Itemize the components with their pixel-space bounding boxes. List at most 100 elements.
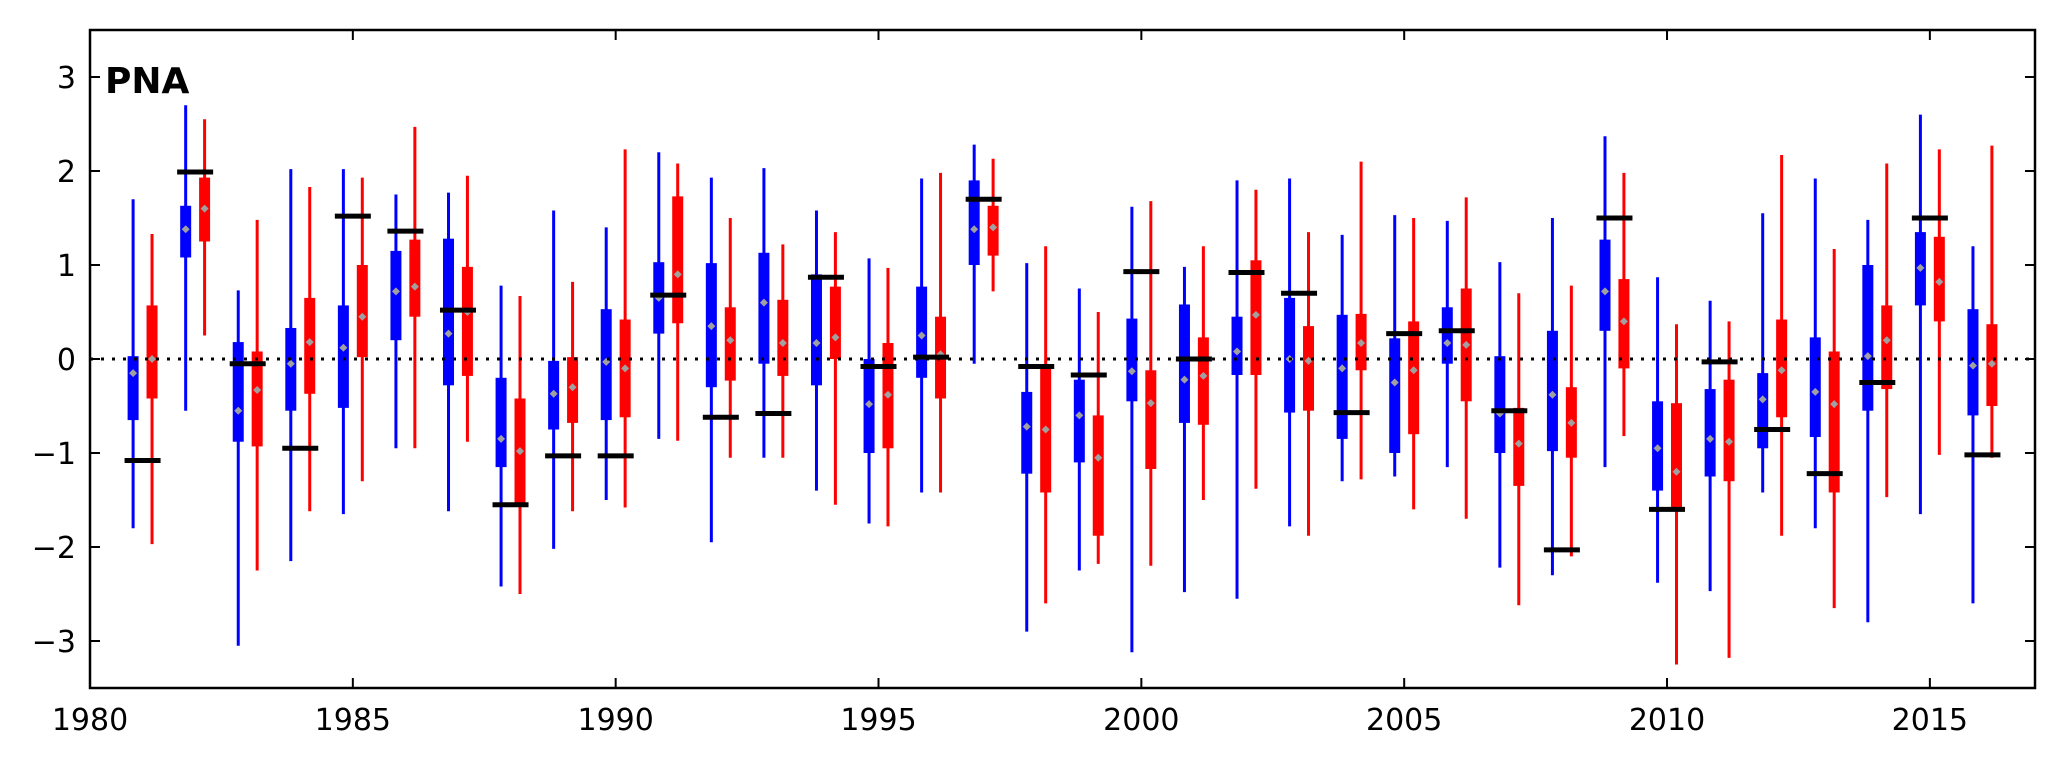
- mean-marker: [1251, 310, 1260, 319]
- mean-marker: [1199, 371, 1208, 380]
- mean-marker: [759, 298, 768, 307]
- box: [1757, 373, 1769, 449]
- box: [1862, 265, 1874, 411]
- box: [1389, 338, 1401, 453]
- mean-marker: [865, 400, 874, 409]
- mean-marker: [148, 355, 157, 363]
- mean-marker: [549, 389, 558, 398]
- x-tick-label: 1995: [840, 703, 916, 738]
- box: [409, 239, 421, 317]
- mean-marker: [970, 225, 979, 234]
- box: [251, 351, 263, 447]
- mean-marker: [917, 331, 926, 340]
- box: [232, 342, 244, 442]
- panel-label: PNA: [105, 61, 190, 102]
- box: [285, 327, 297, 411]
- mean-marker: [391, 287, 400, 296]
- y-tick-label: −3: [32, 625, 76, 660]
- mean-marker: [812, 339, 821, 348]
- mean-marker: [621, 364, 630, 373]
- mean-marker: [181, 225, 190, 234]
- y-tick-label: 1: [57, 249, 76, 284]
- box: [356, 265, 368, 358]
- mean-marker: [1146, 399, 1155, 408]
- mean-marker: [1390, 378, 1399, 387]
- box: [1197, 337, 1209, 425]
- box: [1408, 321, 1420, 435]
- mean-marker: [1725, 437, 1734, 446]
- series-0: [127, 105, 1979, 653]
- mean-marker: [673, 270, 682, 279]
- box: [1073, 379, 1085, 463]
- mean-marker: [1567, 418, 1576, 427]
- box: [127, 356, 139, 421]
- mean-marker: [1882, 336, 1891, 345]
- mean-marker: [1127, 367, 1136, 376]
- mean-marker: [1916, 263, 1925, 272]
- mean-marker: [1548, 390, 1557, 399]
- mean-marker: [1304, 356, 1313, 365]
- box: [810, 274, 822, 386]
- mean-marker: [1233, 347, 1242, 356]
- x-tick-label: 1980: [52, 703, 128, 738]
- box: [829, 286, 841, 359]
- x-tick-label: 1985: [315, 703, 391, 738]
- mean-marker: [1777, 366, 1786, 375]
- box: [1599, 239, 1611, 331]
- mean-marker: [1968, 361, 1977, 370]
- box: [1723, 379, 1735, 482]
- mean-marker: [726, 336, 735, 345]
- box: [1441, 307, 1453, 364]
- mean-marker: [883, 390, 892, 399]
- box: [337, 305, 349, 408]
- box: [146, 305, 158, 399]
- box: [777, 299, 789, 376]
- observed-series: [124, 169, 2001, 553]
- mean-marker: [1180, 375, 1189, 384]
- x-tick-label: 2010: [1629, 703, 1705, 738]
- mean-marker: [444, 329, 453, 338]
- box: [1231, 316, 1243, 375]
- box: [1809, 337, 1821, 438]
- mean-marker: [1653, 444, 1662, 453]
- mean-marker: [1706, 434, 1715, 443]
- box: [1178, 304, 1190, 423]
- mean-marker: [1672, 467, 1681, 476]
- mean-marker: [1357, 339, 1366, 348]
- mean-marker: [1758, 395, 1767, 404]
- mean-marker: [1863, 352, 1872, 361]
- box: [1126, 318, 1138, 402]
- mean-marker: [1619, 317, 1628, 326]
- mean-marker: [1094, 453, 1103, 462]
- box: [495, 377, 507, 468]
- x-tick-label: 1990: [577, 703, 653, 738]
- mean-marker: [286, 359, 295, 368]
- mean-marker: [1935, 277, 1944, 286]
- box: [1494, 356, 1506, 453]
- plot-marks: [124, 105, 2001, 665]
- x-axis: 1980 1985 1990 1995 2000 2005 2010 2015: [52, 30, 1968, 738]
- mean-marker: [1041, 425, 1050, 434]
- mean-marker: [568, 383, 577, 392]
- y-axis: −3 −2 −1 0 1 2 3: [32, 61, 2035, 660]
- mean-marker: [1811, 387, 1820, 396]
- box: [1881, 305, 1893, 390]
- mean-marker: [516, 447, 525, 456]
- mean-marker: [1075, 411, 1084, 420]
- box: [1704, 389, 1716, 477]
- mean-marker: [129, 369, 138, 378]
- mean-marker: [1338, 364, 1347, 373]
- mean-marker: [358, 312, 367, 321]
- plot-frame: [88, 28, 2037, 690]
- box: [1828, 351, 1840, 493]
- mean-marker: [1022, 422, 1031, 431]
- box: [1145, 370, 1157, 469]
- mean-marker: [707, 322, 716, 331]
- x-tick-label: 2005: [1366, 703, 1442, 738]
- box: [758, 252, 770, 364]
- mean-marker: [1600, 287, 1609, 296]
- box: [1670, 403, 1682, 508]
- mean-marker: [200, 204, 209, 213]
- mean-marker: [1462, 340, 1471, 349]
